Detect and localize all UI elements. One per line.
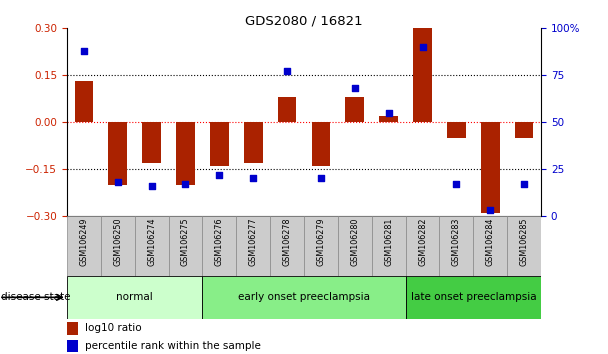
Point [418, 44, 427, 50]
Bar [338, 216, 371, 276]
Text: GSM106250: GSM106250 [113, 218, 122, 266]
Bar [67, 216, 101, 276]
Text: GSM106274: GSM106274 [147, 218, 156, 266]
Point [248, 176, 258, 181]
Text: GSM106277: GSM106277 [249, 218, 258, 266]
Point [350, 86, 360, 91]
Bar [134, 216, 168, 276]
Point [215, 172, 224, 177]
Bar [210, 122, 229, 166]
Text: GSM106278: GSM106278 [283, 218, 292, 266]
Bar [406, 216, 440, 276]
Bar [142, 122, 161, 163]
Bar [202, 216, 237, 276]
Bar [345, 97, 364, 122]
Bar [202, 276, 406, 319]
Point [452, 181, 461, 187]
Bar [304, 216, 338, 276]
Bar [67, 340, 78, 352]
Bar [176, 122, 195, 185]
Bar [101, 216, 134, 276]
Text: GSM106276: GSM106276 [215, 218, 224, 266]
Bar [270, 216, 304, 276]
Bar [244, 122, 263, 163]
Text: GSM106280: GSM106280 [350, 218, 359, 266]
Bar [108, 122, 127, 185]
Text: log10 ratio: log10 ratio [85, 323, 142, 333]
Point [282, 69, 292, 74]
Bar [371, 216, 406, 276]
Title: GDS2080 / 16821: GDS2080 / 16821 [245, 14, 363, 27]
Bar [312, 122, 330, 166]
Bar [75, 81, 93, 122]
Bar [440, 216, 474, 276]
Bar [237, 216, 270, 276]
Text: GSM106283: GSM106283 [452, 218, 461, 266]
Bar [447, 122, 466, 138]
Text: normal: normal [116, 292, 153, 302]
Bar [474, 216, 507, 276]
Bar [67, 322, 78, 335]
Text: GSM106282: GSM106282 [418, 218, 427, 266]
Bar [278, 97, 296, 122]
Bar [515, 122, 533, 138]
Point [113, 179, 123, 185]
Text: GSM106249: GSM106249 [79, 218, 88, 266]
Point [79, 48, 89, 54]
Point [181, 181, 190, 187]
Point [384, 110, 393, 115]
Text: GSM106285: GSM106285 [520, 218, 529, 266]
Text: GSM106281: GSM106281 [384, 218, 393, 266]
Bar [413, 28, 432, 122]
Text: GSM106275: GSM106275 [181, 218, 190, 266]
Bar [507, 216, 541, 276]
Bar [67, 276, 202, 319]
Bar [379, 116, 398, 122]
Text: early onset preeclampsia: early onset preeclampsia [238, 292, 370, 302]
Text: late onset preeclampsia: late onset preeclampsia [410, 292, 536, 302]
Text: GSM106279: GSM106279 [316, 218, 325, 266]
Text: disease state: disease state [1, 292, 71, 302]
Text: GSM106284: GSM106284 [486, 218, 495, 266]
Point [316, 176, 326, 181]
Bar [168, 216, 202, 276]
Point [519, 181, 529, 187]
Bar [481, 122, 500, 213]
Point [485, 207, 495, 213]
Point [147, 183, 156, 189]
Bar [406, 276, 541, 319]
Text: percentile rank within the sample: percentile rank within the sample [85, 341, 261, 351]
